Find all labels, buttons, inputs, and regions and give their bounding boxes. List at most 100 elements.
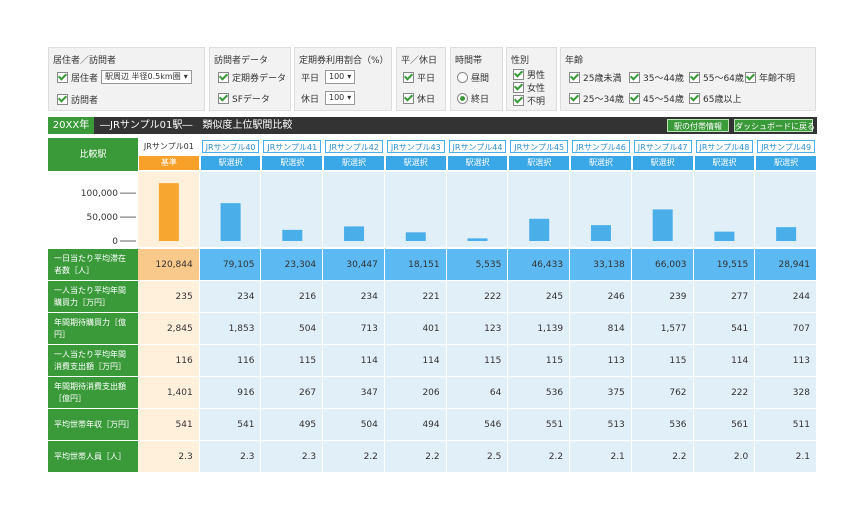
cell: 541	[199, 409, 262, 441]
select-tag[interactable]: 駅選択	[324, 156, 384, 170]
cell: 347	[323, 377, 385, 409]
label: 終日	[471, 95, 490, 105]
label: 45～54歳	[643, 95, 684, 105]
filter-title: 時間帯	[455, 56, 483, 66]
cell: 713	[323, 313, 385, 345]
checkbox[interactable]: 不明	[513, 94, 545, 107]
label: 不明	[527, 97, 546, 107]
label: 定期券データ	[232, 74, 287, 84]
filter-group: 年齢 25歳未満 35～44歳 55～64歳 年齢不明 25～34歳 45～54…	[560, 47, 816, 111]
checkbox[interactable]: 55～64歳	[689, 71, 744, 84]
select-tag[interactable]: 駅選択	[447, 156, 508, 170]
station-name[interactable]: JRサンプル46	[572, 140, 630, 153]
radio[interactable]: 昼間	[457, 71, 489, 84]
select-tag[interactable]: 駅選択	[509, 156, 570, 170]
checkbox[interactable]: 平日	[403, 71, 435, 84]
select-tag[interactable]: 駅選択	[756, 156, 816, 170]
bar	[344, 226, 365, 241]
label: 昼間	[471, 74, 490, 84]
cell: 120,844	[138, 249, 200, 281]
label: 駅周辺 半径0.5km圏	[105, 72, 181, 81]
cell: 504	[323, 409, 385, 441]
label: 居住者	[71, 74, 99, 84]
checkbox[interactable]: 居住者	[57, 71, 98, 84]
station-name[interactable]: JRサンプル44	[448, 140, 507, 153]
checkbox[interactable]: SFデータ	[218, 92, 270, 105]
select-tag[interactable]: 駅選択	[571, 156, 631, 170]
radio[interactable]: 終日	[457, 92, 489, 105]
select[interactable]: 100 ▾	[325, 70, 356, 84]
checkbox[interactable]: 25～34歳	[569, 92, 624, 105]
station-name[interactable]: JRサンプル49	[757, 140, 815, 153]
checkbox[interactable]: 女性	[513, 81, 545, 94]
bar	[467, 238, 488, 241]
cell: 1,577	[631, 313, 694, 345]
cell: 33,138	[570, 249, 632, 281]
bar	[590, 225, 611, 241]
label: 年齢不明	[759, 74, 796, 84]
filter-title: 平／休日	[401, 56, 438, 66]
cell: 66,003	[631, 249, 694, 281]
label: SFデータ	[232, 95, 270, 105]
checkbox[interactable]: 35～44歳	[629, 71, 684, 84]
cell: 28,941	[755, 249, 817, 281]
bar	[220, 203, 241, 241]
label: 男性	[527, 71, 546, 81]
station-name[interactable]: JRサンプル42	[325, 140, 383, 153]
cell: 115	[261, 345, 324, 377]
select-tag[interactable]: 駅選択	[694, 156, 755, 170]
header-bar	[48, 117, 817, 134]
chart-cell	[446, 172, 508, 247]
checkbox[interactable]: 休日	[403, 92, 435, 105]
cell: 511	[755, 409, 817, 441]
button[interactable]: ダッシュボードに戻る	[734, 119, 815, 132]
checkbox[interactable]: 25歳未満	[569, 71, 621, 84]
checkbox[interactable]: 45～54歳	[629, 92, 684, 105]
cell: 113	[755, 345, 817, 377]
station-name[interactable]: JRサンプル43	[386, 140, 445, 153]
label: 訪問者	[71, 96, 99, 106]
checkbox[interactable]: 訪問者	[57, 93, 98, 106]
cell: 2.2	[631, 441, 694, 473]
row-label: 一人当たり平均年間消費支出額［万円］	[48, 345, 138, 377]
cell: 494	[384, 409, 447, 441]
select[interactable]: 駅周辺 半径0.5km圏 ▾	[101, 70, 192, 84]
select-tag[interactable]: 駅選択	[632, 156, 693, 170]
select-tag[interactable]: 駅選択	[385, 156, 446, 170]
filter-group: 定期券利用割合（%） 平日 100 ▾ 休日 100 ▾	[294, 47, 392, 111]
cell: 2,845	[138, 313, 200, 345]
station-name[interactable]: JRサンプル47	[633, 140, 692, 153]
checkbox[interactable]: 年齢不明	[745, 71, 795, 84]
bar	[714, 231, 735, 241]
station-name[interactable]: JRサンプル40	[201, 140, 260, 153]
label: 平日	[301, 74, 320, 84]
cell: 536	[631, 409, 694, 441]
bar	[405, 232, 426, 241]
cell: 536	[508, 377, 571, 409]
cell: 222	[446, 281, 509, 313]
select[interactable]: 100 ▾	[325, 91, 356, 105]
button[interactable]: 駅の付帯情報	[667, 119, 729, 132]
cell: 18,151	[384, 249, 447, 281]
label: 25～34歳	[583, 95, 624, 105]
cell: 541	[138, 409, 200, 441]
checkbox[interactable]: 65歳以上	[689, 92, 741, 105]
cell: 551	[508, 409, 571, 441]
station-name[interactable]: JRサンプル45	[510, 140, 569, 153]
cell: 2.2	[384, 441, 447, 473]
cell: 814	[570, 313, 632, 345]
cell: 115	[446, 345, 509, 377]
station-name[interactable]: JRサンプル48	[695, 140, 754, 153]
cell: 239	[631, 281, 694, 313]
row-label: 平均世帯人員［人］	[48, 441, 138, 473]
filter-group: 平／休日 平日 休日	[396, 47, 446, 111]
cell: 123	[446, 313, 509, 345]
select-tag[interactable]: 駅選択	[262, 156, 323, 170]
checkbox[interactable]: 定期券データ	[218, 71, 286, 84]
station-name[interactable]: JRサンプル41	[263, 140, 322, 153]
cell: 1,853	[199, 313, 262, 345]
row-label: 年間期待購買力［億円］	[48, 313, 138, 345]
checkbox[interactable]: 男性	[513, 68, 545, 81]
header-title: ―JRサンプル01駅― 類似度上位駅間比較	[100, 120, 293, 131]
select-tag[interactable]: 駅選択	[200, 156, 261, 170]
